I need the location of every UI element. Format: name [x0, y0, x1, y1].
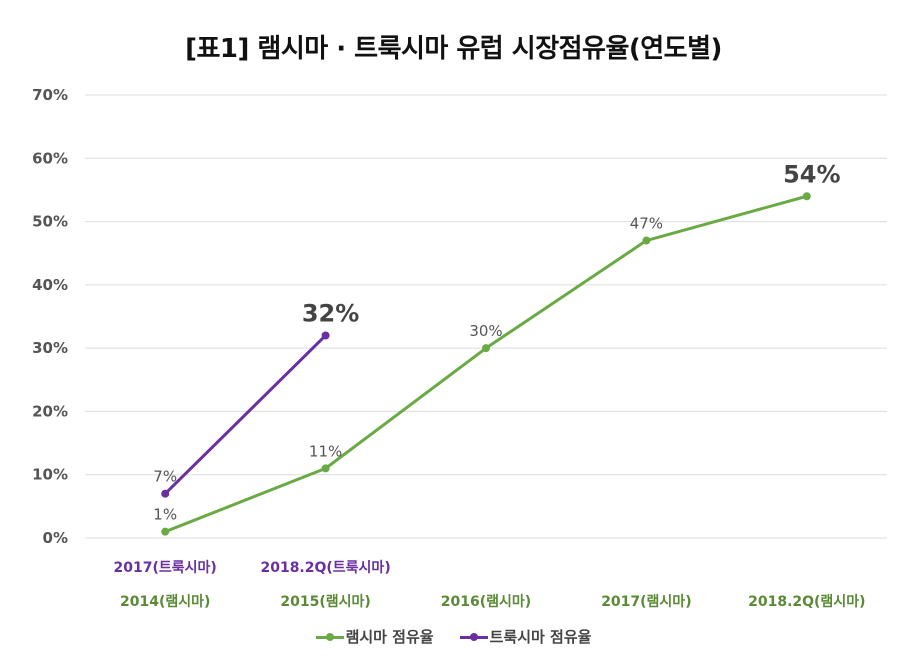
data-label: 11% — [309, 442, 342, 460]
legend-label: 램시마 점유율 — [345, 628, 434, 646]
legend-line-marker-icon — [459, 630, 488, 644]
data-point — [321, 331, 330, 340]
data-point — [161, 527, 170, 536]
data-label: 7% — [153, 468, 177, 486]
y-tick-label: 0% — [43, 529, 68, 547]
series-points — [161, 192, 811, 536]
x-category-label: 2018.2Q(램시마) — [748, 593, 865, 610]
data-label: 54% — [783, 160, 840, 188]
data-point — [161, 489, 170, 498]
x-category-label: 2017(램시마) — [601, 593, 691, 610]
x-category-label-secondary: 2018.2Q(트룩시마) — [260, 560, 390, 576]
data-point — [482, 344, 490, 353]
data-label: 1% — [153, 506, 177, 524]
gridlines — [85, 94, 887, 539]
y-tick-label: 30% — [32, 339, 68, 357]
series-lines — [164, 194, 808, 534]
data-label: 30% — [469, 322, 502, 340]
data-point — [321, 464, 330, 473]
legend-label: 트룩시마 점유율 — [489, 628, 592, 646]
data-label: 32% — [302, 299, 359, 327]
data-point — [802, 192, 811, 201]
y-tick-label: 60% — [32, 149, 68, 167]
x-axis-categories: 2017(트룩시마) 2018.2Q(트룩시마) 2014(램시마) 2015(램시마… — [114, 560, 866, 610]
legend: 램시마 점유율 트룩시마 점유율 — [0, 626, 907, 647]
legend-item-truxima[interactable]: 트룩시마 점유율 — [459, 626, 592, 647]
data-labels: 1% 11% 30% 47% 54% 7% 32% — [153, 160, 840, 523]
y-tick-label: 20% — [32, 402, 68, 420]
x-category-label: 2014(램시마) — [120, 593, 210, 610]
y-tick-label: 10% — [32, 466, 68, 484]
data-point — [642, 236, 651, 245]
y-axis-ticks: 0% 10% 20% 30% 40% 50% 60% 70% — [32, 86, 68, 547]
x-category-label: 2016(램시마) — [441, 593, 531, 610]
series-line — [164, 334, 327, 495]
data-label: 47% — [630, 215, 663, 233]
y-tick-label: 50% — [32, 213, 68, 231]
legend-line-marker-icon — [315, 630, 344, 644]
x-category-label: 2015(램시마) — [280, 593, 370, 610]
x-category-label-secondary: 2017(트룩시마) — [114, 560, 217, 576]
series-line — [164, 194, 808, 534]
chart-title: [표1] 램시마 · 트룩시마 유럽 시장점유율(연도별) — [185, 34, 722, 64]
y-tick-label: 40% — [32, 276, 68, 294]
legend-item-remsima[interactable]: 램시마 점유율 — [315, 626, 434, 647]
y-tick-label: 70% — [32, 86, 68, 104]
